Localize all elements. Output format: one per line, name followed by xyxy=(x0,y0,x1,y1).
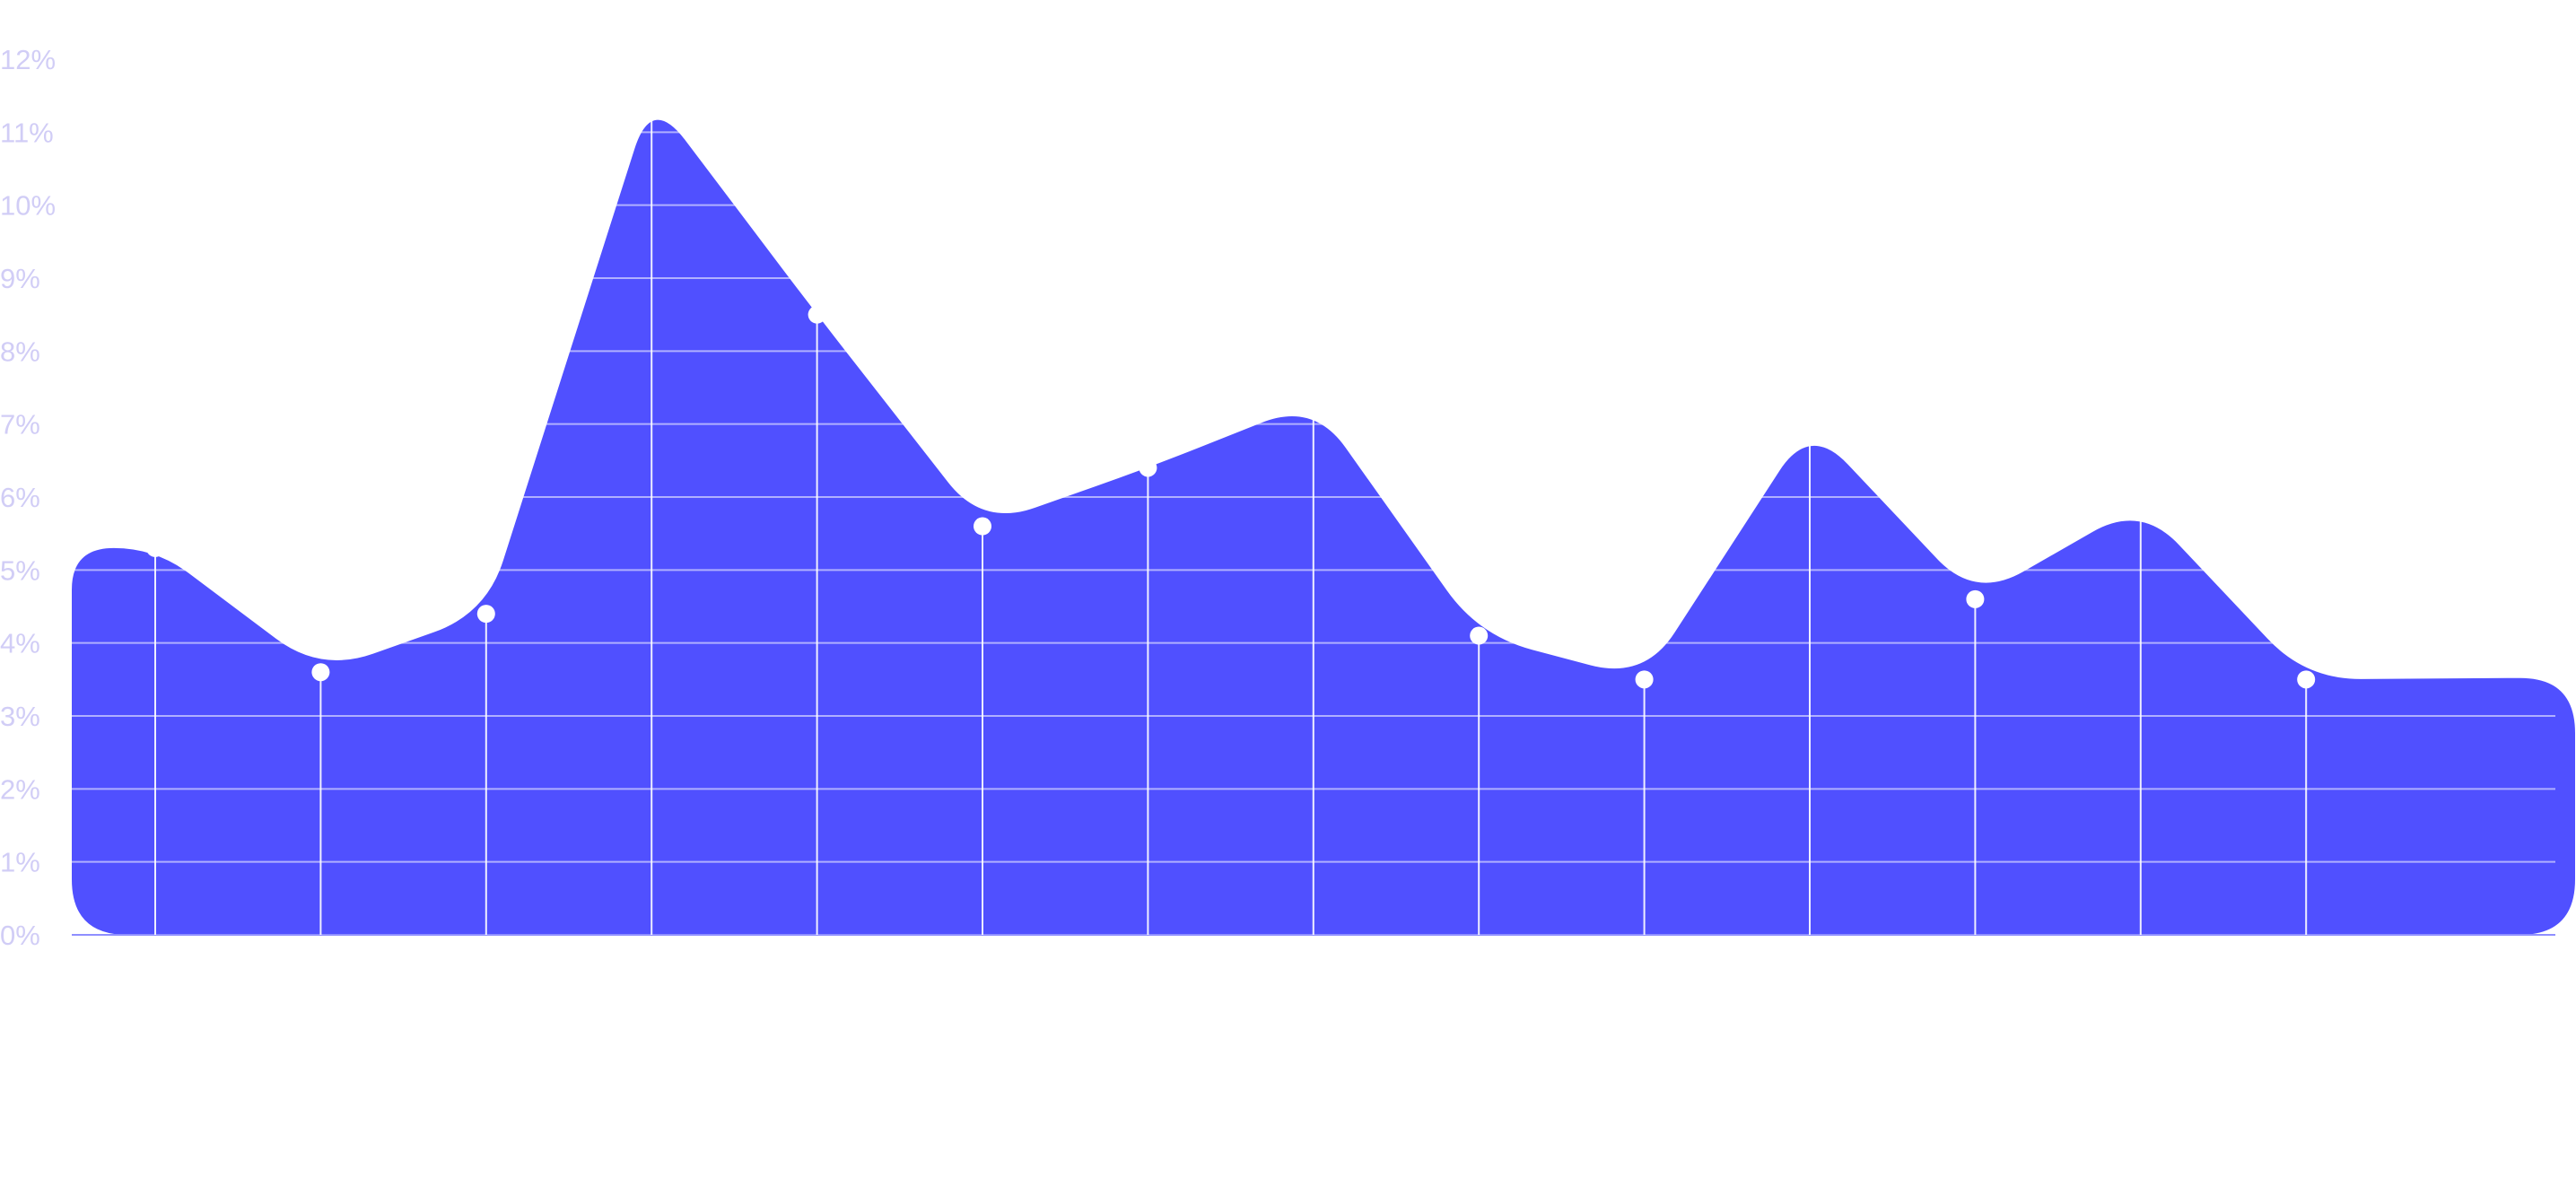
y-tick-label: 3% xyxy=(0,701,40,732)
y-tick-label: 7% xyxy=(0,409,40,441)
data-point xyxy=(311,663,330,682)
data-point xyxy=(146,538,164,557)
data-point xyxy=(1139,458,1157,477)
y-tick-label: 0% xyxy=(0,920,40,951)
data-point xyxy=(2131,495,2150,514)
y-tick-label: 9% xyxy=(0,263,40,294)
y-tick-label: 1% xyxy=(0,847,40,878)
series-area xyxy=(72,119,2575,935)
y-tick-label: 11% xyxy=(0,117,54,148)
y-tick-label: 4% xyxy=(0,628,40,659)
y-tick-label: 12% xyxy=(0,44,56,75)
data-point xyxy=(1801,414,1819,433)
data-point xyxy=(642,86,661,105)
y-tick-label: 5% xyxy=(0,554,40,586)
data-point xyxy=(808,305,826,324)
y-tick-label: 10% xyxy=(0,190,56,222)
chart-overlay xyxy=(72,58,2555,936)
data-point xyxy=(1635,670,1654,689)
y-axis: 0% 1% 2% 3% 4% 5% 6% 7% 8% 9% 10% 11% 12% xyxy=(0,44,56,951)
y-tick-label: 2% xyxy=(0,773,40,805)
data-point xyxy=(974,517,991,536)
data-point xyxy=(1304,393,1323,412)
series-area-fill xyxy=(72,119,2575,935)
data-point xyxy=(1470,626,1489,645)
data-point xyxy=(476,605,495,624)
y-tick-label: 6% xyxy=(0,482,40,513)
y-tick-label: 8% xyxy=(0,336,40,367)
data-point xyxy=(1966,589,1985,608)
data-point xyxy=(2297,670,2316,689)
